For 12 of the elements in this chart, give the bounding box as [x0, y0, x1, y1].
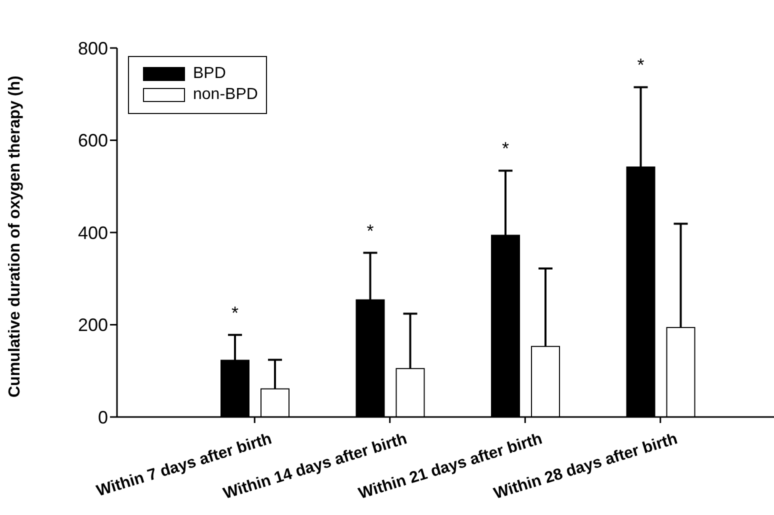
annotation: *: [637, 55, 644, 76]
y-axis-title: Cumulative duration of oxygen therapy (h): [6, 76, 24, 398]
annotation: *: [366, 220, 374, 241]
annotation: *: [231, 302, 239, 323]
y-tick-label: 800: [78, 38, 108, 58]
annotation: *: [502, 138, 510, 159]
y-tick-label: 0: [98, 407, 108, 428]
y-tick-label: 200: [78, 315, 108, 336]
legend-label: non-BPD: [193, 86, 258, 104]
legend-label: BPD: [193, 65, 226, 83]
y-tick-label: 600: [78, 130, 108, 151]
y-tick-label: 400: [78, 222, 108, 243]
